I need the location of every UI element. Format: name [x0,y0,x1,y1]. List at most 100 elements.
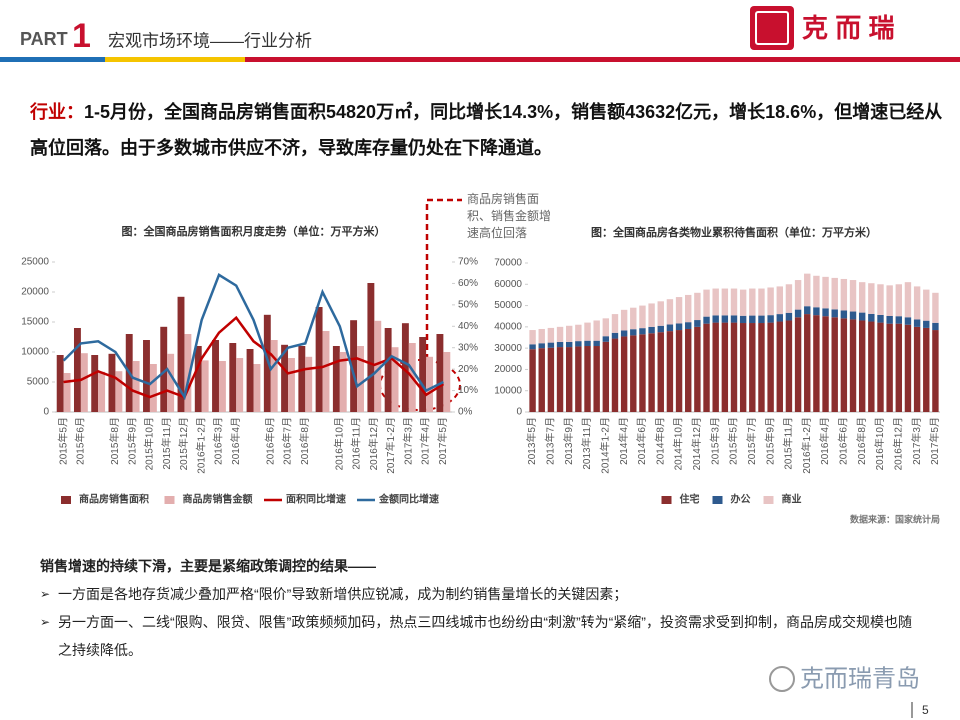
x-tick-label: 2014年6月 [635,417,648,465]
bar-segment [685,294,692,323]
bar-segment [529,344,536,350]
bar-segment [813,315,820,412]
bar [63,373,71,412]
bar-segment [804,306,811,315]
x-tick-label: 2015年3月 [708,417,721,465]
bar [229,343,237,412]
bar [236,358,244,412]
bar-segment [785,320,793,412]
x-tick-label: 2014年12月 [690,417,703,470]
bar-segment [932,292,939,323]
bar [73,328,81,412]
chart-title: 图：全国商品房各类物业累积待售面积（单位：万平方米） [591,225,877,239]
bar-segment [913,326,921,412]
bar-segment [831,317,838,412]
x-tick-label: 2013年5月 [525,417,538,465]
bar-segment [584,340,591,347]
annotation: 商品房销售面 [467,191,539,206]
bar-segment [712,322,719,412]
bar-segment [648,333,655,412]
bar-segment [831,277,838,310]
x-tick-label: 2013年7月 [544,417,557,465]
bar-segment [913,286,921,320]
bar-segment [630,329,637,336]
bar-segment [877,284,884,315]
conclusion: 销售增速的持续下滑，主要是紧缩政策调控的结果—— 一方面是各地存货减少叠加严格“… [40,552,920,664]
bar-segment [840,310,848,319]
x-tick-label: 2016年10月 [873,417,886,470]
bar [149,364,157,412]
bar-segment [620,336,628,412]
conclusion-heading: 销售增速的持续下滑，主要是紧缩政策调控的结果—— [40,558,376,574]
bar [91,355,99,412]
bar-segment [932,322,939,331]
part-label: PART [20,29,68,49]
bar-segment [547,347,555,412]
section-title: 宏观市场环境——行业分析 [108,31,312,50]
y-tick-label: 10000 [494,385,522,396]
bar [115,371,123,412]
bar-segment [794,280,802,310]
bar [167,353,175,412]
bar-segment [739,315,747,324]
bar [339,352,347,412]
bar-segment [721,288,729,316]
bar-segment [602,341,610,412]
bar [391,347,399,412]
bar-segment [730,315,738,323]
bar-segment [565,325,573,342]
bar-segment [685,322,692,329]
bar-segment [675,330,683,412]
y2-tick-label: 50% [458,299,478,310]
bar-segment [730,322,738,412]
bar-segment [822,316,829,412]
bar-segment [813,307,820,316]
bar-segment [877,322,884,412]
bar-segment [584,346,591,412]
bar [315,307,323,412]
wechat-icon [769,666,795,692]
x-tick-label: 2017年4月 [419,417,432,465]
y-tick-label: 20000 [494,364,522,375]
bar [288,358,295,412]
logo-seal-inner [755,11,789,45]
bar-segment [767,287,774,316]
y2-tick-label: 10% [458,385,478,396]
x-tick-label: 2015年9月 [763,417,776,465]
stripe-yellow [105,57,245,62]
legend-swatch [712,496,723,504]
bar-segment [639,334,646,412]
bar-segment [776,314,783,322]
bar-segment [886,316,893,324]
bar-segment [611,332,619,339]
x-tick-label: 2017年5月 [928,417,941,465]
bar-segment [868,321,875,412]
y2-tick-label: 0% [458,407,473,418]
bar [426,356,434,412]
x-tick-label: 2016年6月 [263,417,276,465]
bar-segment [849,319,857,412]
bar-segment [794,309,802,318]
bar-segment [913,319,921,327]
bar-segment [648,326,655,334]
legend-label: 住宅 [680,493,700,506]
bar-segment [593,340,600,347]
bar-segment [721,315,729,323]
bar [143,340,150,412]
bar-segment [620,330,628,337]
bar [218,361,226,412]
bar-segment [923,289,930,321]
bar [194,346,202,412]
x-tick-label: 2016年8月 [855,417,868,465]
bar-segment [666,299,674,325]
bar-segment [575,341,582,347]
bar-segment [703,289,710,317]
bar [108,353,116,412]
bar-segment [556,347,564,412]
bar [98,371,106,412]
bar [253,364,261,412]
bar-segment [776,286,783,315]
chart-title: 图：全国商品房销售面积月度走势（单位：万平方米） [122,224,386,238]
bar-segment [904,282,912,318]
bar-segment [749,315,756,324]
